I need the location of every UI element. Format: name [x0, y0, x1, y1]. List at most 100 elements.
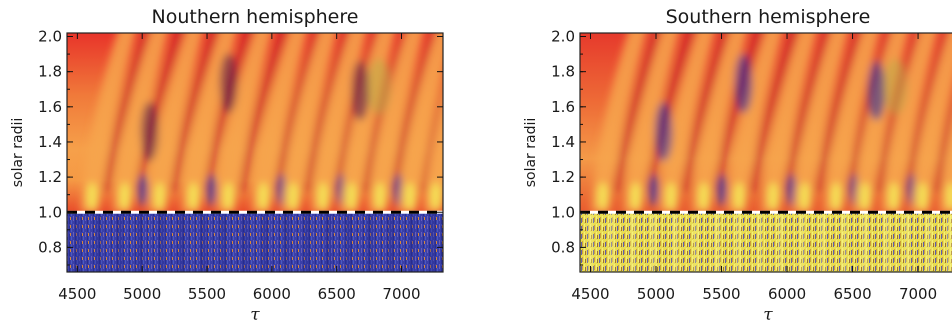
hot-spot	[596, 182, 609, 211]
streak-red	[932, 97, 952, 193]
noise-column	[116, 212, 123, 272]
hot-spot	[733, 182, 746, 211]
noise-column	[304, 212, 311, 272]
x-tick-label: 6500	[318, 285, 356, 303]
hot-spot	[86, 182, 99, 211]
green-blob	[367, 58, 392, 115]
hot-spot	[374, 182, 387, 211]
noise-column	[408, 212, 415, 272]
streak-orange	[623, 33, 679, 213]
noise-column	[925, 212, 932, 272]
noise-column	[283, 212, 290, 272]
noise-column	[714, 212, 721, 272]
hot-spot	[697, 182, 710, 211]
heatmap-streaks	[80, 23, 498, 213]
streak-orange	[80, 33, 136, 213]
cool-spot	[786, 174, 797, 207]
cool-spot	[137, 174, 148, 207]
noise-column	[95, 212, 102, 272]
chart-title: Nouthern hemisphere	[152, 6, 359, 28]
noise-column	[946, 212, 952, 272]
hot-spot	[317, 182, 330, 211]
x-axis-label: τ	[763, 305, 773, 325]
streak-orange	[910, 33, 952, 213]
hot-spot	[629, 182, 642, 211]
cool-spot	[206, 174, 217, 207]
cool-spot	[716, 174, 727, 207]
y-axis-label: solar radii	[523, 118, 539, 188]
streak-red	[814, 33, 864, 193]
x-tick-label: 4500	[571, 285, 609, 303]
noise-column	[178, 212, 185, 272]
streak-red	[169, 33, 219, 193]
streak-red	[419, 85, 443, 193]
noise-column	[693, 212, 700, 272]
hot-spot	[665, 182, 678, 211]
streak-orange	[423, 96, 443, 213]
streak-orange	[659, 33, 715, 213]
streak-orange	[112, 33, 169, 213]
noise-column	[74, 212, 81, 272]
hot-spot	[187, 182, 200, 211]
noise-column	[840, 212, 847, 272]
streak-red	[446, 23, 498, 192]
streak-orange	[727, 33, 783, 213]
x-tick-label: 6500	[833, 285, 871, 303]
hot-spot	[859, 182, 872, 211]
panel-northern: 0.8 1.0 1.2 1.4 1.6 1.8 2.0 4500 5000 5500 6000 650…	[10, 6, 498, 325]
noise-column	[629, 212, 636, 272]
heatmap-lower	[580, 212, 952, 272]
y-tick-label: 2.0	[551, 28, 575, 46]
noise-column	[608, 212, 615, 272]
x-tick-label: 5500	[702, 285, 740, 303]
hot-spot	[945, 182, 952, 211]
dark-blob	[734, 53, 753, 114]
streak-orange	[368, 33, 424, 213]
y-tick-label: 1.0	[551, 203, 575, 221]
hot-spot	[287, 182, 300, 211]
noise-column	[735, 212, 742, 272]
y-tick-label: 2.0	[38, 28, 62, 46]
hot-spot	[767, 182, 780, 211]
panel-southern: 0.8 1.0 1.2 1.4 1.6 1.8 2.0 4500 5000 5500 6000 650…	[523, 6, 952, 325]
noise-column	[220, 212, 227, 272]
x-tick-label: 6000	[768, 285, 806, 303]
hot-spot	[257, 182, 270, 211]
y-tick-label: 0.8	[38, 238, 62, 256]
streak-orange	[761, 33, 817, 213]
noise-column	[798, 212, 805, 272]
streak-orange	[792, 33, 849, 213]
x-tick-label: 5500	[188, 285, 226, 303]
hot-spot	[403, 182, 416, 211]
y-tick-label: 1.2	[38, 168, 62, 186]
hot-spot	[916, 182, 929, 211]
x-tick-label: 6000	[253, 285, 291, 303]
noise-column	[672, 212, 678, 272]
noise-column	[756, 212, 763, 272]
y-tick-label: 1.4	[38, 133, 62, 151]
dark-blob	[219, 53, 238, 114]
noise-column	[777, 212, 784, 272]
noise-column	[241, 212, 248, 272]
green-blob	[883, 58, 908, 115]
streak-orange	[216, 33, 272, 213]
streak-orange	[251, 33, 307, 213]
streak-orange	[691, 33, 748, 213]
hot-spot	[798, 182, 811, 211]
y-tick-label: 1.8	[551, 63, 575, 81]
dark-blob	[351, 60, 370, 121]
x-tick-label: 7000	[382, 285, 420, 303]
x-axis-label: τ	[250, 305, 260, 325]
y-axis-label: solar radii	[10, 118, 26, 188]
y-tick-label: 1.4	[551, 133, 575, 151]
noise-column	[325, 212, 332, 272]
y-tick-label: 1.8	[38, 63, 62, 81]
cool-spot	[648, 174, 659, 207]
noise-column	[862, 212, 868, 272]
streak-red	[713, 33, 763, 193]
streak-orange	[147, 33, 204, 213]
streak-red	[783, 33, 833, 193]
chart-title: Southern hemisphere	[666, 6, 871, 28]
heatmap-lower	[67, 212, 443, 272]
